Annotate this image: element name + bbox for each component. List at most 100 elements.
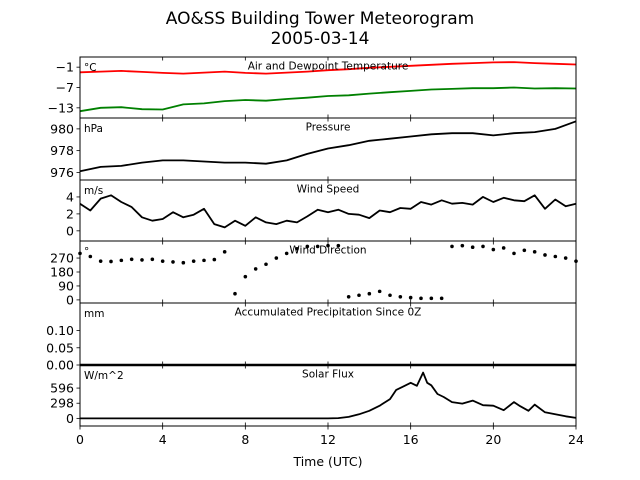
x-tick-label: 0: [76, 432, 84, 447]
panel-title: Accumulated Precipitation Since 0Z: [235, 307, 422, 319]
wind-direction-point: [532, 250, 537, 254]
x-tick-label: 4: [159, 432, 167, 447]
wind-direction-point: [222, 250, 227, 254]
y-tick-label: 270: [50, 251, 74, 266]
wind-direction-point: [429, 296, 434, 301]
panel-unit: hPa: [84, 123, 103, 135]
y-tick-label: 0.00: [46, 358, 74, 373]
wind-direction-point: [233, 291, 237, 296]
x-tick-label: 20: [485, 432, 501, 447]
x-tick-label: 16: [403, 432, 419, 447]
wind-direction-point: [212, 257, 217, 262]
wind-direction-point: [553, 254, 558, 259]
wind-direction-point: [408, 295, 413, 300]
y-tick-label: 4: [66, 189, 74, 204]
wind-direction-point: [388, 293, 392, 298]
wind-direction-point: [109, 259, 113, 264]
panel-unit: W/m^2: [84, 370, 124, 382]
x-tick-label: 8: [241, 432, 249, 447]
panel-title: Wind Speed: [297, 184, 360, 196]
wind-direction-point: [295, 246, 299, 251]
panel-title: Solar Flux: [302, 369, 354, 381]
y-tick-label: 0: [66, 292, 74, 307]
wind-direction-point: [191, 259, 196, 263]
wind-direction-point: [98, 259, 103, 263]
wind-direction-point: [563, 256, 568, 260]
y-tick-label: 180: [50, 265, 74, 280]
panel-unit: m/s: [84, 185, 103, 197]
wind-direction-point: [450, 244, 454, 249]
wind-direction-point: [160, 259, 165, 263]
y-tick-label: −13: [48, 100, 74, 115]
wind-direction-point: [439, 296, 444, 301]
wind-direction-point: [357, 293, 361, 298]
wind-direction-point: [481, 244, 485, 249]
wind-direction-point: [419, 296, 423, 301]
wind-direction-point: [129, 257, 134, 262]
wind-direction-point: [202, 258, 206, 263]
panel-unit: °C: [84, 62, 97, 74]
y-tick-label: 978: [50, 143, 74, 158]
y-tick-label: −7: [56, 80, 74, 95]
wind-direction-point: [470, 245, 475, 249]
series-line-1: [79, 86, 577, 113]
wind-direction-point: [119, 258, 124, 263]
wind-direction-point: [274, 256, 279, 260]
wind-direction-point: [88, 254, 93, 259]
panel-title: Pressure: [306, 122, 351, 134]
wind-direction-point: [367, 291, 372, 296]
wind-direction-point: [460, 243, 465, 248]
wind-direction-point: [171, 260, 175, 264]
y-tick-label: 0: [66, 223, 74, 238]
y-tick-label: 596: [50, 381, 74, 396]
panel-unit: mm: [84, 308, 104, 320]
x-axis: 0 4 8 12 16 20 24: [76, 426, 584, 447]
panel-2: 4 2 0 Wind Speed m/s: [66, 179, 577, 242]
wind-direction-point: [326, 243, 330, 248]
panels: −1 −7 −13 Air and Dewpoint Temperature °C 980…: [46, 56, 578, 427]
wind-direction-point: [522, 248, 527, 253]
y-tick-label: 980: [50, 121, 74, 136]
wind-direction-point: [501, 246, 506, 250]
wind-direction-point: [305, 244, 310, 249]
wind-direction-point: [243, 274, 248, 279]
x-tick-label: 12: [320, 432, 336, 447]
y-tick-label: −1: [56, 60, 74, 75]
wind-direction-point: [336, 243, 341, 248]
wind-direction-point: [491, 247, 496, 252]
x-tick-label: 24: [568, 432, 584, 447]
series-line-0: [79, 120, 577, 173]
figure-title-line1: AO&SS Building Tower Meteorogram: [166, 9, 474, 29]
wind-direction-point: [284, 251, 289, 256]
wind-direction-point: [543, 253, 547, 257]
panel-unit: °: [84, 246, 89, 258]
panel-title: Air and Dewpoint Temperature: [248, 61, 409, 73]
panel-4: 0.10 0.05 0.00 Accumulated Precipitation Si…: [46, 302, 577, 373]
figure-title-line2: 2005-03-14: [271, 29, 370, 49]
y-tick-label: 2: [66, 206, 74, 221]
wind-direction-point: [512, 251, 516, 256]
y-tick-label: 298: [50, 396, 74, 411]
wind-direction-point: [181, 260, 186, 265]
y-tick-label: 0.10: [46, 323, 74, 338]
wind-direction-point: [264, 262, 268, 267]
x-axis-label: Time (UTC): [292, 454, 362, 469]
series-line-0: [80, 371, 577, 420]
wind-direction-point: [150, 257, 155, 262]
y-tick-label: 0: [66, 411, 74, 426]
y-tick-label: 976: [50, 165, 74, 180]
panel-1: 980 978 976 Pressure hPa: [50, 117, 577, 181]
wind-direction-point: [398, 295, 403, 299]
panel-title: Wind Direction: [289, 245, 366, 257]
panel-0: −1 −7 −13 Air and Dewpoint Temperature °C: [48, 56, 577, 119]
wind-direction-point: [140, 258, 144, 262]
series-line-0: [79, 61, 577, 75]
wind-direction-point: [346, 295, 351, 299]
wind-direction-point: [253, 267, 258, 271]
wind-direction-point: [315, 244, 320, 249]
series-line-0: [79, 194, 577, 229]
wind-direction-point: [377, 289, 382, 294]
